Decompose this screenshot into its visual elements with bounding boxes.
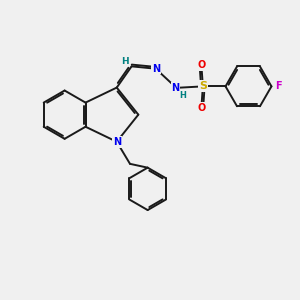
Text: O: O [197, 103, 206, 112]
Text: S: S [199, 81, 207, 92]
Text: H: H [179, 91, 186, 100]
Text: N: N [113, 137, 121, 147]
Text: H: H [121, 57, 129, 66]
Text: N: N [171, 83, 179, 93]
Text: N: N [152, 64, 160, 74]
Text: F: F [274, 81, 281, 92]
Text: O: O [197, 60, 206, 70]
